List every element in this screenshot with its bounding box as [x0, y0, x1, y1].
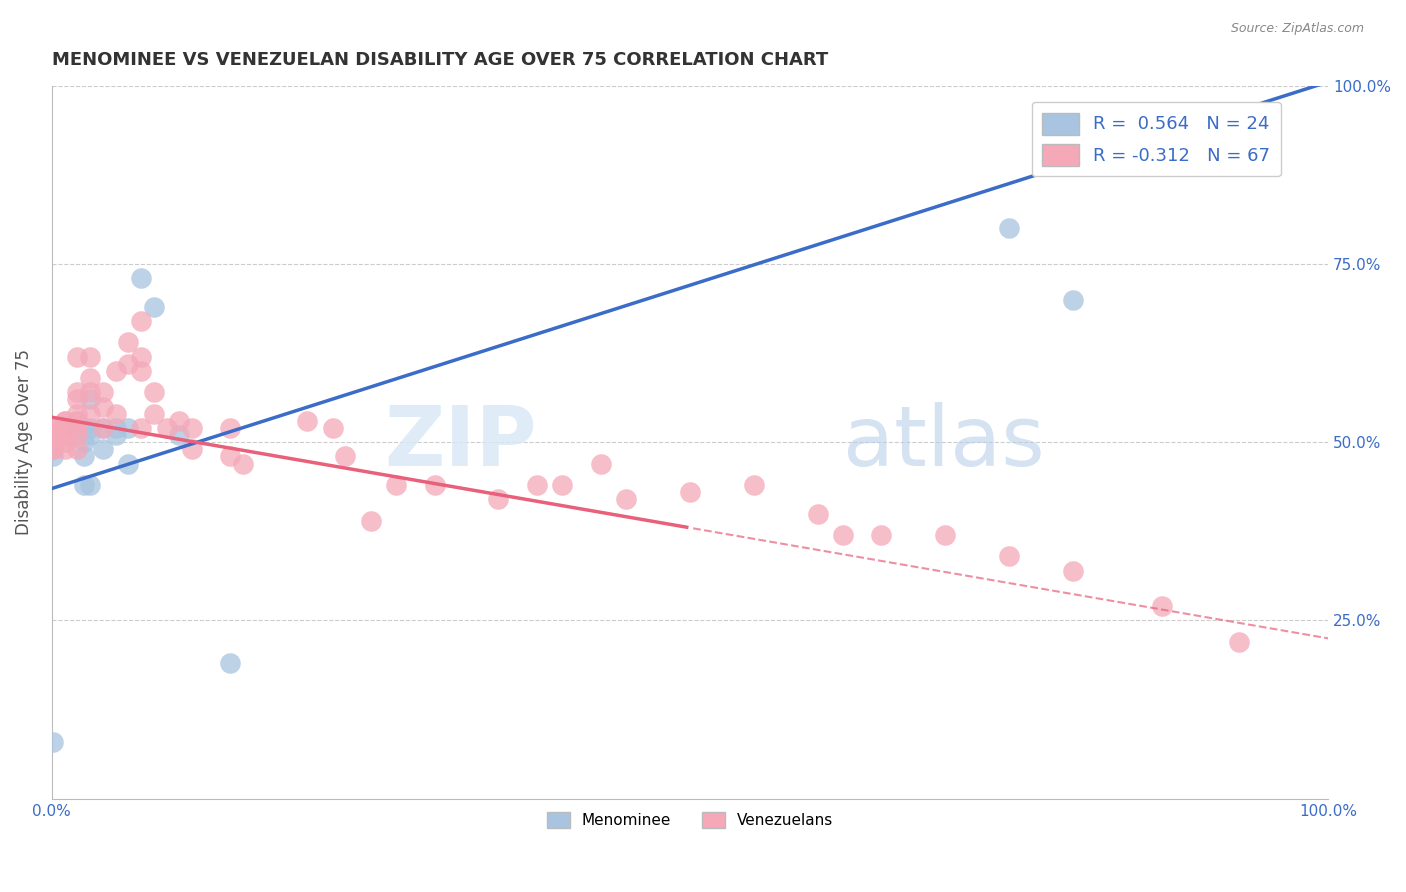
- Point: [42, 421, 65, 435]
- Point: [42, 421, 65, 435]
- Point: [79, 350, 101, 364]
- Point: [42, 435, 65, 450]
- Point: [66, 385, 89, 400]
- Point: [117, 335, 139, 350]
- Point: [91, 400, 114, 414]
- Point: [117, 457, 139, 471]
- Point: [66, 350, 89, 364]
- Point: [129, 350, 152, 364]
- Point: [1227, 635, 1250, 649]
- Point: [53, 421, 76, 435]
- Text: Source: ZipAtlas.com: Source: ZipAtlas.com: [1230, 22, 1364, 36]
- Point: [66, 442, 89, 457]
- Point: [66, 421, 89, 435]
- Point: [79, 421, 101, 435]
- Point: [488, 492, 510, 507]
- Point: [73, 450, 96, 464]
- Point: [156, 421, 179, 435]
- Point: [423, 478, 446, 492]
- Text: atlas: atlas: [844, 401, 1045, 483]
- Point: [79, 407, 101, 421]
- Point: [104, 421, 127, 435]
- Point: [66, 414, 89, 428]
- Point: [73, 435, 96, 450]
- Point: [870, 528, 893, 542]
- Point: [91, 385, 114, 400]
- Point: [181, 442, 204, 457]
- Point: [295, 414, 318, 428]
- Point: [53, 414, 76, 428]
- Point: [66, 392, 89, 407]
- Point: [219, 657, 242, 671]
- Point: [42, 428, 65, 442]
- Point: [91, 421, 114, 435]
- Point: [53, 421, 76, 435]
- Point: [526, 478, 548, 492]
- Point: [79, 392, 101, 407]
- Point: [53, 442, 76, 457]
- Point: [1062, 293, 1084, 307]
- Point: [181, 421, 204, 435]
- Point: [129, 421, 152, 435]
- Point: [53, 414, 76, 428]
- Point: [832, 528, 855, 542]
- Point: [42, 450, 65, 464]
- Point: [806, 507, 828, 521]
- Point: [42, 428, 65, 442]
- Point: [53, 435, 76, 450]
- Point: [129, 271, 152, 285]
- Point: [998, 221, 1021, 235]
- Point: [679, 485, 702, 500]
- Point: [66, 421, 89, 435]
- Point: [385, 478, 408, 492]
- Point: [1152, 599, 1174, 614]
- Point: [79, 478, 101, 492]
- Point: [934, 528, 956, 542]
- Point: [142, 385, 165, 400]
- Point: [142, 300, 165, 314]
- Point: [232, 457, 254, 471]
- Point: [104, 428, 127, 442]
- Point: [66, 407, 89, 421]
- Point: [322, 421, 344, 435]
- Point: [66, 414, 89, 428]
- Point: [129, 364, 152, 378]
- Point: [91, 421, 114, 435]
- Point: [73, 421, 96, 435]
- Y-axis label: Disability Age Over 75: Disability Age Over 75: [15, 349, 32, 535]
- Text: MENOMINEE VS VENEZUELAN DISABILITY AGE OVER 75 CORRELATION CHART: MENOMINEE VS VENEZUELAN DISABILITY AGE O…: [52, 51, 828, 69]
- Point: [998, 549, 1021, 564]
- Point: [73, 478, 96, 492]
- Point: [589, 457, 612, 471]
- Point: [79, 371, 101, 385]
- Point: [614, 492, 637, 507]
- Point: [142, 407, 165, 421]
- Point: [42, 735, 65, 749]
- Legend: Menominee, Venezuelans: Menominee, Venezuelans: [540, 805, 839, 834]
- Point: [104, 364, 127, 378]
- Point: [169, 428, 191, 442]
- Point: [219, 421, 242, 435]
- Point: [360, 514, 382, 528]
- Point: [551, 478, 574, 492]
- Point: [117, 421, 139, 435]
- Point: [42, 442, 65, 457]
- Point: [129, 314, 152, 328]
- Point: [117, 357, 139, 371]
- Point: [79, 385, 101, 400]
- Text: ZIP: ZIP: [384, 401, 537, 483]
- Point: [66, 428, 89, 442]
- Point: [169, 414, 191, 428]
- Point: [91, 442, 114, 457]
- Point: [42, 442, 65, 457]
- Point: [1062, 564, 1084, 578]
- Point: [335, 450, 357, 464]
- Point: [53, 428, 76, 442]
- Point: [79, 428, 101, 442]
- Point: [742, 478, 765, 492]
- Point: [104, 407, 127, 421]
- Point: [219, 450, 242, 464]
